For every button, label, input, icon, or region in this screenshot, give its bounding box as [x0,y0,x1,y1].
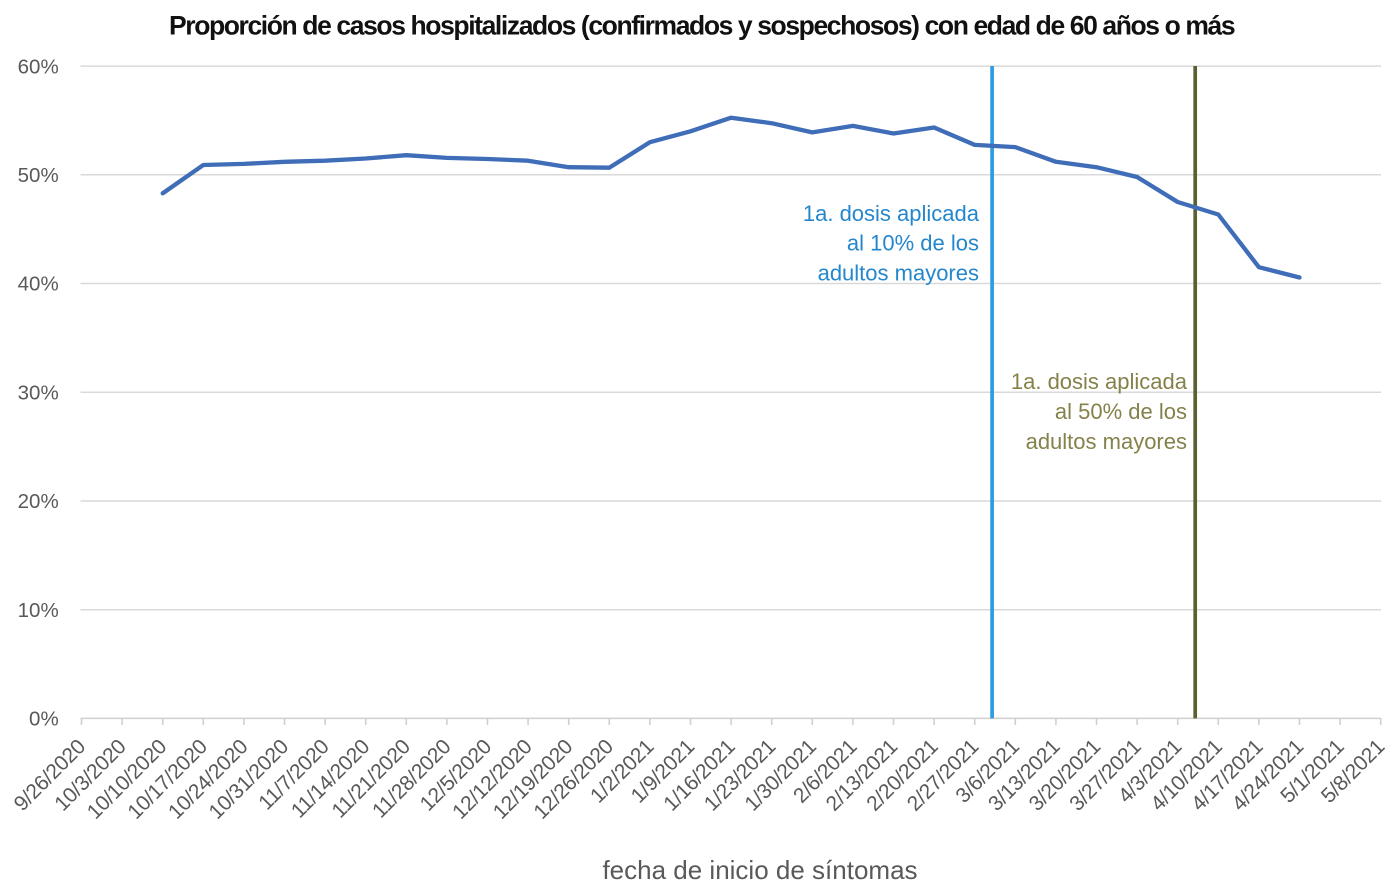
svg-text:40%: 40% [18,273,59,296]
svg-text:30%: 30% [18,381,59,404]
svg-text:1a. dosis aplicada: 1a. dosis aplicada [1011,369,1188,394]
svg-text:fecha de inicio de síntomas: fecha de inicio de síntomas [602,855,917,885]
svg-text:adultos mayores: adultos mayores [818,260,979,285]
svg-text:1a. dosis aplicada: 1a. dosis aplicada [803,201,980,226]
svg-text:0%: 0% [29,708,59,731]
svg-text:10%: 10% [18,599,59,622]
svg-text:50%: 50% [18,164,59,187]
svg-text:60%: 60% [18,55,59,78]
svg-text:20%: 20% [18,490,59,513]
svg-text:Proporción de casos hospitaliz: Proporción de casos hospitalizados (conf… [169,11,1235,41]
svg-text:adultos mayores: adultos mayores [1026,429,1187,454]
svg-text:al 10% de los: al 10% de los [847,231,979,256]
svg-text:al 50% de los: al 50% de los [1055,399,1187,424]
